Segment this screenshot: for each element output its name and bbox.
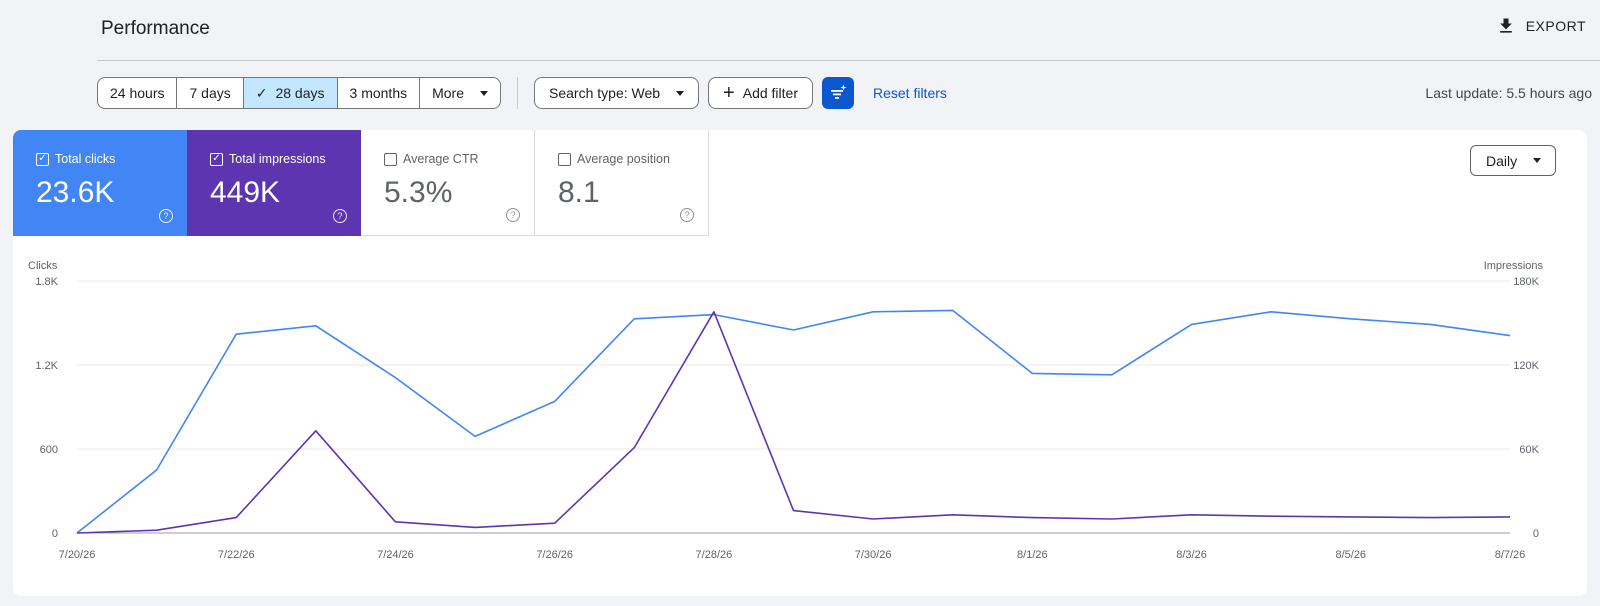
granularity-label: Daily: [1486, 152, 1518, 169]
help-icon[interactable]: ?: [333, 209, 347, 223]
x-tick-label: 7/30/26: [855, 549, 892, 561]
y-right-tick-label: 60K: [1519, 444, 1539, 456]
checkbox-unchecked-icon[interactable]: [558, 152, 571, 166]
performance-card: ✓ Total clicks 23.6K ? ✓ Total impressions…: [13, 130, 1587, 596]
y-left-tick-label: 1.8K: [35, 276, 58, 288]
y-right-tick-label: 0: [1533, 528, 1539, 540]
x-tick-label: 7/24/26: [377, 549, 414, 561]
x-tick-label: 7/20/26: [59, 549, 96, 561]
add-filter-button[interactable]: + Add filter: [708, 77, 813, 109]
filter-settings-button[interactable]: [821, 77, 854, 109]
y-left-tick-label: 600: [40, 444, 58, 456]
metric-value: 23.6K: [36, 176, 115, 209]
x-tick-label: 7/22/26: [218, 549, 255, 561]
y-right-tick-label: 120K: [1513, 360, 1539, 372]
range-label: 3 months: [349, 85, 408, 101]
range-28-days[interactable]: ✓ 28 days: [243, 78, 338, 108]
search-type-dropdown[interactable]: Search type: Web: [534, 77, 700, 109]
page-title: Performance: [101, 18, 210, 39]
x-tick-label: 8/3/26: [1176, 549, 1207, 561]
x-tick-label: 8/1/26: [1017, 549, 1048, 561]
y-right-tick-label: 180K: [1513, 276, 1539, 288]
add-filter-label: Add filter: [742, 85, 798, 101]
help-icon[interactable]: ?: [680, 208, 694, 222]
date-range-selector: 24 hours 7 days ✓ 28 days 3 months More: [97, 77, 502, 109]
range-3-months[interactable]: 3 months: [338, 78, 421, 108]
metric-value: 449K: [210, 176, 281, 209]
x-tick-label: 8/5/26: [1335, 549, 1366, 561]
last-update-text: Last update: 5.5 hours ago: [1425, 85, 1592, 101]
help-icon[interactable]: ?: [159, 209, 173, 223]
toolbar-divider: [517, 77, 519, 109]
metric-label: Average CTR: [403, 152, 479, 166]
caret-down-icon: [1533, 158, 1541, 163]
checkbox-checked-icon[interactable]: ✓: [36, 152, 49, 166]
search-type-label: Search type: Web: [549, 85, 661, 101]
x-tick-label: 7/26/26: [536, 549, 573, 561]
y-left-tick-label: 0: [52, 528, 58, 540]
toolbar: 24 hours 7 days ✓ 28 days 3 months More S…: [97, 77, 947, 109]
filter-sparkle-icon: [830, 84, 847, 99]
x-tick-label: 7/28/26: [696, 549, 733, 561]
metric-label: Total impressions: [229, 152, 326, 166]
metric-total-clicks[interactable]: ✓ Total clicks 23.6K ?: [13, 130, 187, 236]
range-label: 24 hours: [110, 85, 165, 101]
performance-chart: 0 0 600 60K 1.2K 120K 1.8K 180K Clicks Impression…: [28, 260, 1544, 561]
x-tick-label: 8/7/26: [1495, 549, 1526, 561]
range-label: More: [432, 85, 465, 101]
series-line-clicks: [76, 309, 1511, 534]
range-label: 7 days: [189, 85, 231, 101]
range-24-hours[interactable]: 24 hours: [98, 78, 178, 108]
help-icon[interactable]: ?: [506, 208, 520, 222]
metric-total-impressions[interactable]: ✓ Total impressions 449K ?: [187, 130, 361, 236]
reset-filters-link[interactable]: Reset filters: [872, 85, 947, 101]
download-icon: [1499, 18, 1512, 33]
plus-icon: +: [723, 82, 735, 104]
series-line-impressions: [76, 311, 1511, 534]
y-left-tick-label: 1.2K: [35, 360, 58, 372]
granularity-dropdown[interactable]: Daily: [1470, 145, 1556, 176]
metric-value: 5.3%: [384, 176, 453, 209]
check-icon: ✓: [255, 84, 268, 101]
metric-average-ctr[interactable]: Average CTR 5.3% ?: [361, 130, 535, 236]
range-label: 28 days: [275, 85, 325, 101]
export-label: EXPORT: [1525, 18, 1586, 34]
range-more[interactable]: More: [420, 78, 500, 108]
checkbox-unchecked-icon[interactable]: [384, 152, 397, 166]
checkbox-checked-icon[interactable]: ✓: [210, 152, 223, 166]
range-7-days[interactable]: 7 days: [177, 78, 244, 108]
caret-down-icon: [480, 90, 489, 96]
metric-label: Average position: [577, 152, 670, 166]
metric-label: Total clicks: [55, 152, 116, 166]
export-button[interactable]: EXPORT: [1496, 16, 1586, 36]
header-divider: [97, 60, 1600, 61]
metric-average-position[interactable]: Average position 8.1 ?: [535, 130, 709, 236]
caret-down-icon: [676, 90, 685, 96]
metric-value: 8.1: [558, 176, 600, 209]
y-left-axis-label: Clicks: [28, 260, 58, 272]
y-right-axis-label: Impressions: [1484, 260, 1544, 272]
